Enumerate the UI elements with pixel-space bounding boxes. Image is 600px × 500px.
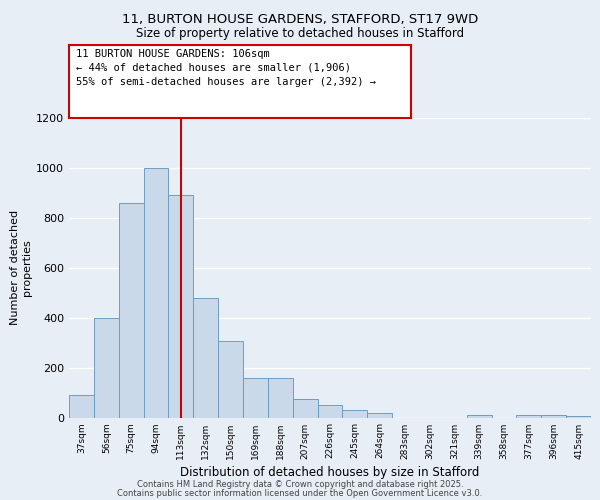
Text: Contains public sector information licensed under the Open Government Licence v3: Contains public sector information licen… [118, 488, 482, 498]
Bar [467, 415, 491, 418]
Bar [317, 405, 343, 417]
Bar [541, 415, 566, 418]
Bar [566, 416, 591, 418]
Text: 11, BURTON HOUSE GARDENS, STAFFORD, ST17 9WD: 11, BURTON HOUSE GARDENS, STAFFORD, ST17… [122, 12, 478, 26]
Bar [293, 399, 317, 417]
X-axis label: Distribution of detached houses by size in Stafford: Distribution of detached houses by size … [181, 466, 479, 478]
Bar [218, 341, 243, 417]
Bar [169, 195, 193, 418]
Bar [69, 395, 94, 417]
Text: Contains HM Land Registry data © Crown copyright and database right 2025.: Contains HM Land Registry data © Crown c… [137, 480, 463, 489]
Bar [367, 412, 392, 418]
Bar [343, 410, 367, 418]
Bar [268, 378, 293, 418]
Text: 11 BURTON HOUSE GARDENS: 106sqm
← 44% of detached houses are smaller (1,906)
55%: 11 BURTON HOUSE GARDENS: 106sqm ← 44% of… [76, 48, 376, 86]
Bar [193, 298, 218, 418]
Bar [94, 318, 119, 418]
Bar [143, 168, 169, 418]
Bar [517, 415, 541, 418]
Y-axis label: Number of detached
properties: Number of detached properties [10, 210, 32, 325]
Bar [119, 202, 143, 418]
Bar [243, 378, 268, 418]
Text: Size of property relative to detached houses in Stafford: Size of property relative to detached ho… [136, 28, 464, 40]
